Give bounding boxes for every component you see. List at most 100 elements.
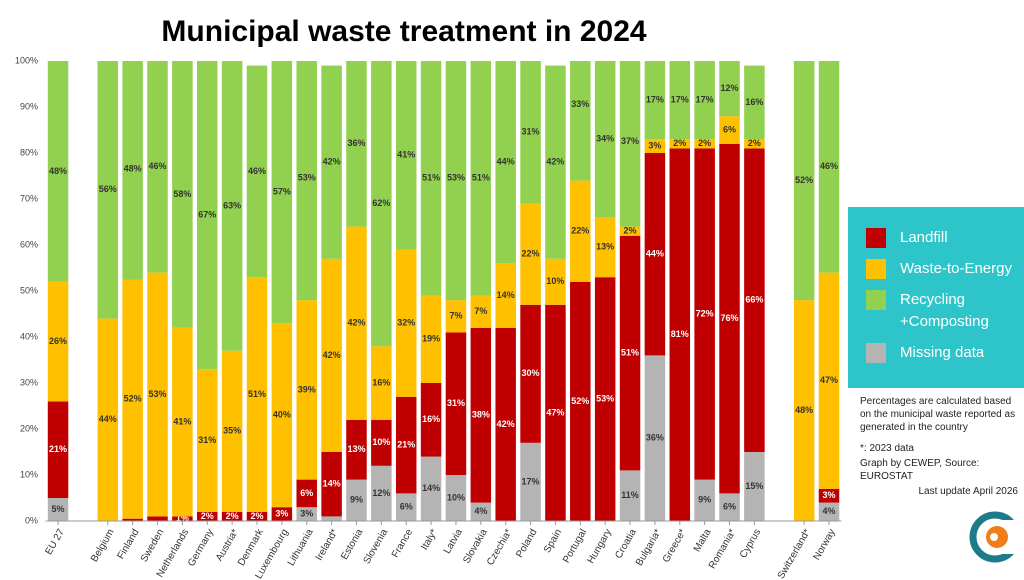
bar-segment bbox=[47, 281, 69, 402]
bar-segment bbox=[197, 511, 218, 521]
data-label: 32% bbox=[397, 318, 415, 328]
x-tick-label: Sweden bbox=[139, 527, 167, 564]
data-label: 2% bbox=[698, 138, 711, 148]
data-label: 53% bbox=[149, 389, 167, 399]
data-label: 17% bbox=[671, 94, 689, 104]
data-label: 3% bbox=[300, 508, 313, 518]
data-label: 42% bbox=[497, 419, 515, 429]
data-label: 2% bbox=[624, 226, 637, 236]
bar-segment bbox=[221, 350, 243, 512]
bar-segment bbox=[420, 295, 442, 383]
legend-swatch bbox=[866, 290, 886, 310]
x-tick-label: Switzerland* bbox=[776, 527, 813, 580]
bar-segment bbox=[271, 61, 293, 324]
bar-segment bbox=[793, 300, 815, 521]
y-tick-label: 0% bbox=[25, 515, 38, 525]
legend-label: Missing data bbox=[900, 344, 985, 361]
x-tick-label: Poland bbox=[514, 527, 539, 559]
logo bbox=[969, 511, 1024, 563]
bar-segment bbox=[445, 61, 467, 301]
data-label: 13% bbox=[347, 444, 365, 454]
legend: Landfill Waste-to-Energy Recycling +Compos… bbox=[848, 207, 1024, 388]
data-label: 41% bbox=[173, 416, 191, 426]
bar-segment bbox=[470, 61, 492, 296]
x-tick-label: Belgium bbox=[89, 527, 117, 564]
data-label: 31% bbox=[198, 435, 216, 445]
x-tick-label: France bbox=[390, 527, 415, 560]
bar-segment bbox=[669, 139, 691, 149]
data-label: 52% bbox=[795, 175, 813, 185]
data-label: 46% bbox=[820, 161, 838, 171]
data-label: 12% bbox=[721, 83, 739, 93]
bar-segment bbox=[147, 516, 168, 521]
data-label: 44% bbox=[497, 157, 515, 167]
data-label: 42% bbox=[323, 157, 341, 167]
bar-segment bbox=[346, 61, 367, 227]
data-label: 52% bbox=[124, 393, 142, 403]
data-label: 12% bbox=[372, 488, 390, 498]
data-label: 48% bbox=[124, 163, 142, 173]
data-label: 46% bbox=[149, 161, 167, 171]
legend-item: Waste-to-Energy bbox=[866, 258, 1024, 280]
data-label: 44% bbox=[646, 249, 664, 259]
bar-segment bbox=[296, 507, 317, 521]
data-label: 42% bbox=[323, 350, 341, 360]
data-label: 48% bbox=[795, 405, 813, 415]
data-label: 51% bbox=[621, 347, 639, 357]
bar-segment bbox=[395, 493, 417, 521]
data-label: 13% bbox=[596, 242, 614, 252]
bar-segment bbox=[221, 511, 243, 521]
bar-segment bbox=[619, 470, 641, 521]
data-label: 57% bbox=[273, 186, 291, 196]
bar-segment bbox=[545, 304, 566, 521]
bar-segment bbox=[172, 516, 193, 521]
data-label: 6% bbox=[300, 488, 313, 498]
data-label: 48% bbox=[49, 166, 67, 176]
x-tick-label: Latvia bbox=[442, 527, 465, 556]
x-tick-label: Austria* bbox=[214, 527, 241, 563]
bar-segment bbox=[246, 65, 268, 278]
x-tick-label: Hungary bbox=[586, 527, 614, 565]
legend-swatch bbox=[866, 343, 886, 363]
data-label: 42% bbox=[347, 318, 365, 328]
data-label: 9% bbox=[698, 495, 711, 505]
bar-segment bbox=[346, 226, 367, 420]
legend-label: Waste-to-Energy bbox=[900, 260, 1012, 277]
data-label: 2% bbox=[201, 511, 214, 521]
legend-label: Recycling +Composting bbox=[900, 291, 989, 330]
data-label: 22% bbox=[571, 226, 589, 236]
y-tick-label: 70% bbox=[20, 193, 38, 203]
x-tick-label: Norway bbox=[811, 527, 837, 562]
bar-segment bbox=[818, 272, 840, 489]
bar-segment bbox=[644, 153, 666, 356]
data-label: 2% bbox=[748, 138, 761, 148]
data-label: 53% bbox=[298, 173, 316, 183]
bar-segment bbox=[445, 332, 467, 475]
bar-segment bbox=[296, 479, 317, 508]
x-tick-label: Italy* bbox=[419, 527, 440, 552]
bar-segment bbox=[395, 61, 417, 250]
bar-segment bbox=[669, 61, 691, 140]
bar-segment bbox=[47, 401, 69, 498]
bar-segment bbox=[495, 263, 516, 328]
data-label: 26% bbox=[49, 336, 67, 346]
bar-segment bbox=[719, 116, 740, 144]
bar-segment bbox=[122, 61, 143, 280]
data-label: 38% bbox=[472, 410, 490, 420]
bar-segment bbox=[818, 502, 840, 521]
legend-swatch bbox=[866, 228, 886, 248]
bar-segment bbox=[147, 272, 168, 517]
data-label: 53% bbox=[447, 173, 465, 183]
bar-segment bbox=[321, 65, 342, 259]
bar-segment bbox=[570, 180, 591, 282]
data-label: 56% bbox=[99, 184, 117, 194]
chart-title: Municipal waste treatment in 2024 bbox=[161, 15, 646, 48]
data-label: 5% bbox=[52, 504, 65, 514]
bar-segment bbox=[122, 518, 143, 521]
data-label: 3% bbox=[275, 508, 288, 518]
data-label: 15% bbox=[745, 481, 763, 491]
data-label: 30% bbox=[522, 368, 540, 378]
data-label: 47% bbox=[546, 407, 564, 417]
data-label: 3% bbox=[822, 490, 835, 500]
